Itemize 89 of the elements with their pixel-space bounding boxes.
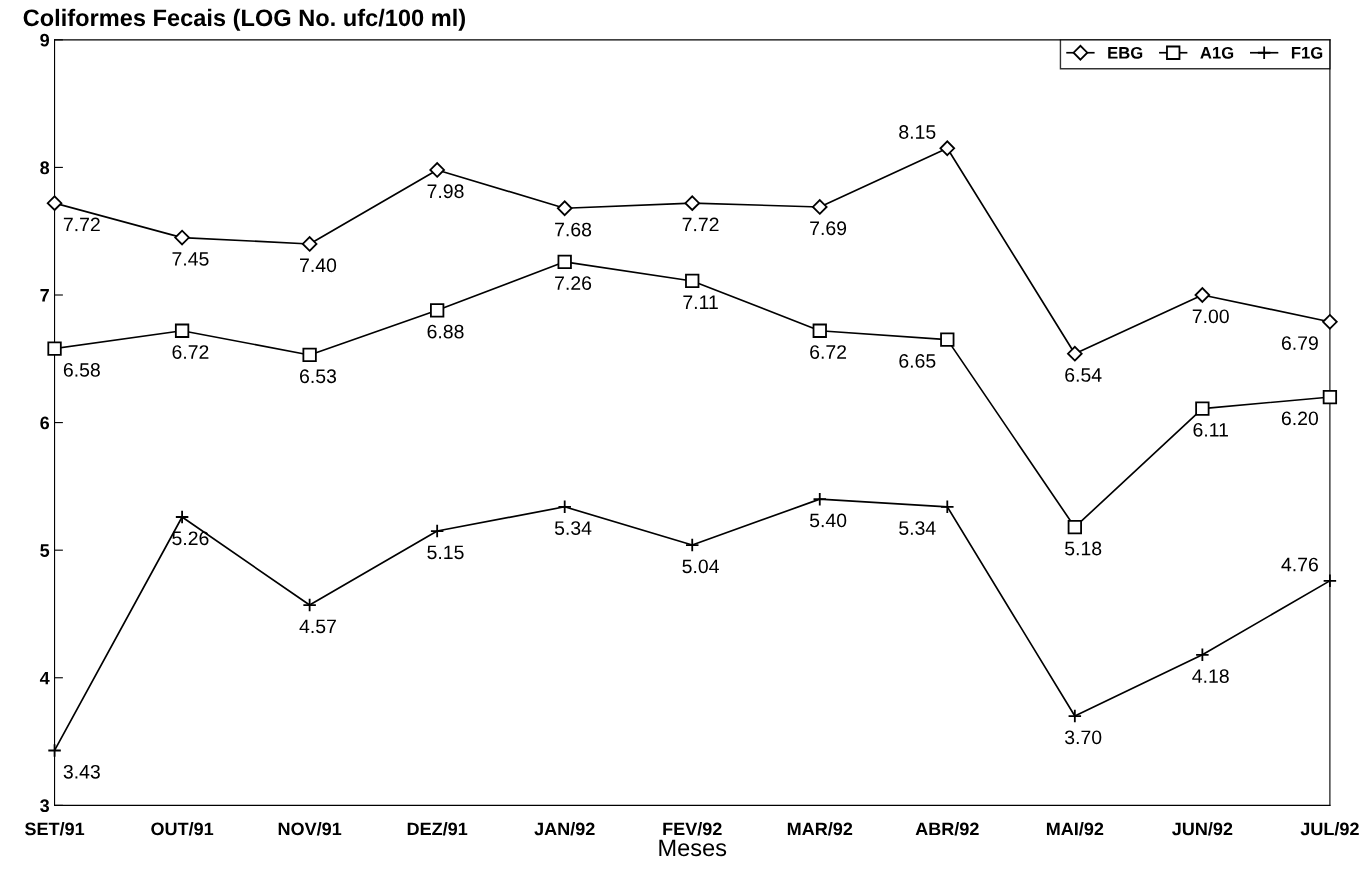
data-label: 4.18: [1192, 669, 1229, 683]
y-tick-label: 9: [40, 33, 50, 47]
point: [1322, 573, 1338, 588]
y-tick-label: 4: [39, 671, 50, 685]
x-axis-title: Meses: [659, 839, 727, 857]
point: [47, 743, 62, 758]
data-label: 7.68: [555, 222, 592, 237]
y-tick-label: 3: [40, 799, 50, 813]
data-label: 5.34: [554, 521, 592, 535]
point: [684, 195, 701, 211]
point: [1067, 345, 1083, 362]
x-tick-label: NOV/91: [278, 822, 342, 836]
data-label: 4.57: [299, 619, 336, 634]
point: [430, 523, 445, 539]
legend-label: F1G: [1291, 46, 1323, 59]
data-label: 5.15: [427, 545, 464, 560]
y-tick-label: 7: [40, 289, 49, 302]
point: [430, 303, 445, 318]
chart-title: Coliformes Fecais (LOG No. ufc/100 ml): [23, 8, 465, 31]
point: [939, 140, 956, 157]
point: [429, 162, 445, 178]
point: [1322, 389, 1338, 405]
data-label: 6.72: [810, 345, 847, 359]
point: [811, 199, 828, 215]
data-label: 3.43: [63, 764, 100, 779]
y-tick-label: 8: [40, 161, 50, 175]
point: [1194, 287, 1211, 303]
data-label: 6.11: [1193, 422, 1228, 437]
x-tick-label: MAI/92: [1046, 822, 1104, 836]
data-label: 6.72: [172, 345, 209, 359]
point: [557, 254, 572, 269]
data-label: 5.40: [809, 513, 847, 528]
data-label: 7.11: [683, 295, 718, 309]
point: [556, 200, 573, 217]
legend-label: A1G: [1200, 46, 1234, 59]
point: [174, 323, 190, 338]
data-label: 7.72: [682, 217, 719, 232]
data-label: 3.70: [1064, 730, 1102, 745]
data-label: 8.15: [899, 125, 936, 139]
data-label: 5.34: [899, 521, 936, 535]
data-label: 7.40: [300, 258, 337, 273]
x-tick-label: JUL/92: [1300, 822, 1359, 836]
data-label: 6.58: [63, 362, 100, 377]
x-tick-label: SET/91: [24, 822, 85, 836]
point: [302, 347, 317, 363]
x-tick-label: ABR/92: [915, 822, 979, 836]
y-tick-label: 5: [40, 544, 50, 557]
point: [1067, 708, 1082, 724]
x-tick-label: JAN/92: [534, 822, 595, 836]
point: [557, 499, 572, 514]
point: [174, 509, 190, 525]
data-label: 7.45: [172, 252, 209, 266]
data-label: 6.53: [300, 369, 337, 384]
x-tick-label: FEV/92: [663, 822, 722, 836]
data-label: 7.98: [427, 184, 464, 199]
x-tick-label: JUN/92: [1172, 822, 1233, 836]
point: [685, 537, 700, 553]
point: [940, 499, 955, 514]
point: [174, 229, 190, 246]
data-label: 5.18: [1065, 541, 1102, 556]
data-label: 4.76: [1281, 557, 1318, 572]
point: [46, 195, 63, 211]
point: [1322, 314, 1338, 330]
data-label: 6.88: [427, 324, 464, 339]
data-label: 5.04: [682, 559, 719, 574]
point: [301, 236, 318, 252]
point: [1067, 520, 1082, 535]
y-tick-label: 6: [40, 416, 50, 430]
data-label: 7.26: [555, 276, 592, 290]
point: [685, 273, 700, 289]
point: [1195, 401, 1210, 416]
data-label: 7.69: [810, 221, 847, 236]
point: [940, 332, 955, 347]
x-tick-label: MAR/92: [787, 822, 853, 836]
data-label: 5.26: [172, 531, 209, 546]
data-label: 6.20: [1281, 411, 1319, 426]
legend-label: EBG: [1108, 46, 1143, 59]
point: [302, 597, 317, 613]
data-label: 7.00: [1192, 309, 1229, 324]
data-label: 6.79: [1281, 336, 1318, 350]
x-tick-label: DEZ/91: [407, 822, 468, 836]
point: [47, 341, 62, 356]
x-tick-label: OUT/91: [151, 822, 214, 836]
point: [812, 491, 827, 507]
point: [812, 323, 827, 338]
data-label: 7.72: [63, 217, 100, 232]
data-label: 6.54: [1065, 368, 1102, 382]
data-label: 6.65: [899, 354, 936, 368]
point: [1195, 647, 1210, 662]
